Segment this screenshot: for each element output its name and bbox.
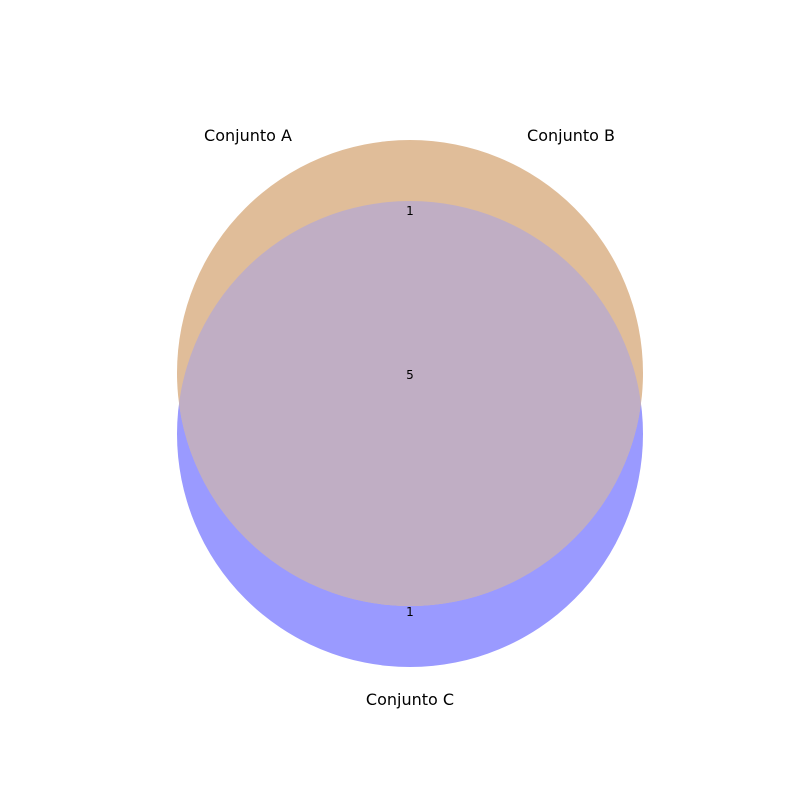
region-ab-only-count: 1 [406,204,414,218]
set-a-label: Conjunto A [204,126,292,145]
set-b-label: Conjunto B [527,126,615,145]
set-abc-overlap [177,201,643,606]
region-abc-count: 5 [406,368,414,382]
set-c-label: Conjunto C [366,690,454,709]
region-c-only-count: 1 [406,605,414,619]
